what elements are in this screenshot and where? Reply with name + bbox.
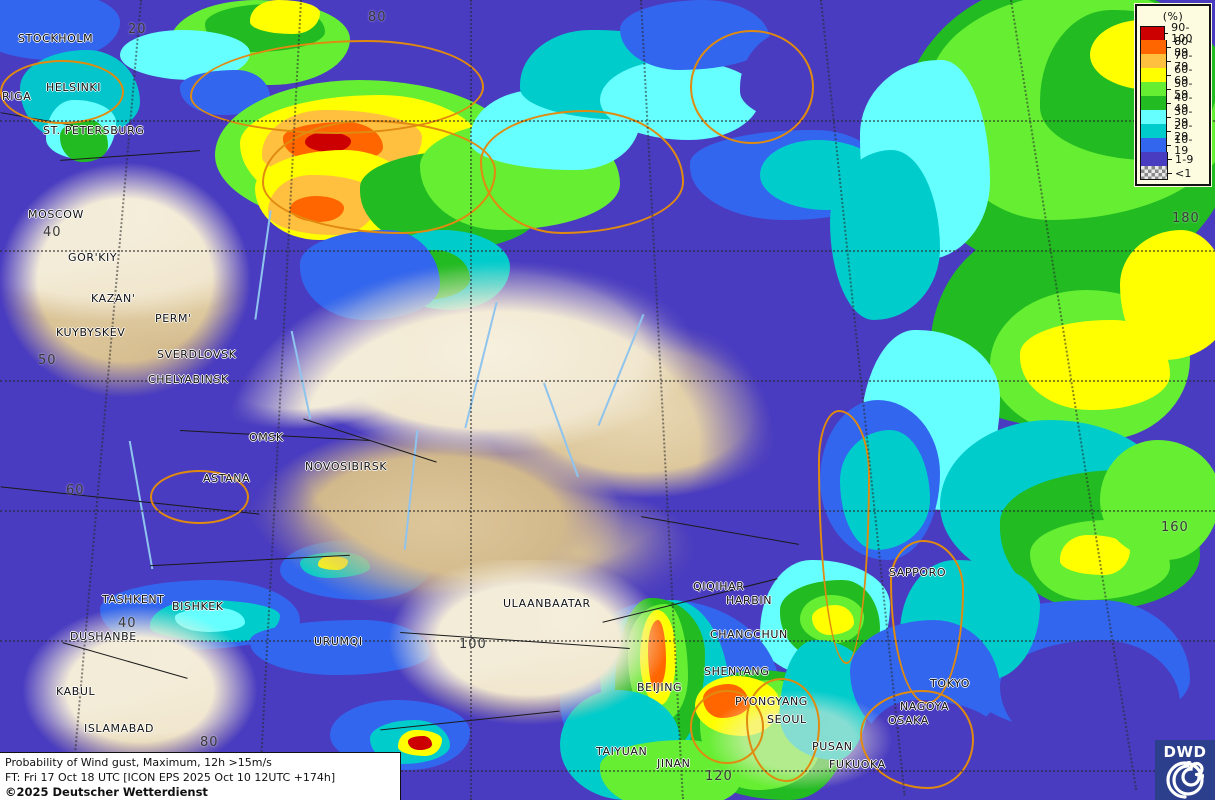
legend-tick [1167, 116, 1172, 118]
legend-swatch [1140, 166, 1168, 180]
legend-tick [1167, 130, 1172, 132]
dwd-spiral-icon [1155, 761, 1215, 799]
terrain-layer [380, 560, 710, 760]
caption-forecast-time: FT: Fri 17 Oct 18 UTC [ICON EPS 2025 Oct… [5, 771, 336, 784]
legend-panel: (%) 90-100 80-89 70-79 60-69 50-59 40-49 30-39… [1135, 4, 1211, 186]
legend-label: 40-49 [1174, 91, 1193, 115]
legend-row: 90-100 [1140, 22, 1206, 44]
field-patch [250, 0, 320, 34]
legend-swatch [1140, 124, 1168, 138]
field-patch [830, 150, 940, 320]
graticule-label: 20 [128, 22, 147, 37]
legend-swatch [1140, 138, 1168, 152]
legend-row: 50-59 [1140, 78, 1206, 100]
caption-box: Probability of Wind gust, Maximum, 12h >… [0, 752, 401, 800]
legend-swatch [1140, 54, 1168, 68]
dwd-logo-text: DWD [1163, 743, 1207, 761]
coastline [150, 470, 249, 524]
caption-copyright: ©2025 Deutscher Wetterdienst [5, 785, 208, 799]
graticule-label: 80 [200, 735, 219, 750]
legend-label: 20-29 [1174, 119, 1193, 143]
legend-row: 1-9 [1140, 152, 1206, 166]
graticule-label: 120 [705, 769, 733, 784]
legend-row: 70-79 [1140, 50, 1206, 72]
graticule-line [0, 640, 1215, 642]
legend-tick [1167, 88, 1172, 90]
legend-swatch [1140, 68, 1168, 82]
legend-tick [1167, 74, 1172, 76]
legend-label: 30-39 [1174, 105, 1193, 129]
legend-label: 10-19 [1174, 133, 1193, 157]
graticule-label: 180 [1172, 211, 1200, 226]
graticule-label: 80 [368, 10, 387, 25]
legend-tick [1167, 144, 1172, 146]
legend-swatch [1140, 82, 1168, 96]
coastline [690, 30, 814, 144]
legend-row: <1 [1140, 166, 1206, 180]
legend-label: 70-79 [1174, 49, 1193, 73]
legend-label: 50-59 [1174, 77, 1193, 101]
legend-row: 60-69 [1140, 64, 1206, 86]
legend-tick [1167, 46, 1172, 48]
graticule-line [0, 120, 1215, 122]
legend-tick [1168, 172, 1172, 174]
graticule-line [470, 0, 472, 800]
legend-row: 30-39 [1140, 106, 1206, 128]
legend-swatch [1140, 26, 1165, 40]
legend-row: 80-89 [1140, 36, 1206, 58]
legend-tick [1167, 102, 1172, 104]
legend-label: <1 [1175, 166, 1192, 180]
legend-rows: 90-100 80-89 70-79 60-69 50-59 40-49 30-39 20-2… [1140, 22, 1206, 180]
legend-label: 60-69 [1174, 63, 1193, 87]
graticule-line [0, 770, 1215, 772]
graticule-line [0, 510, 1215, 512]
graticule-line [0, 250, 1215, 252]
legend-label: 80-89 [1174, 35, 1193, 59]
graticule-line [0, 380, 1215, 382]
coastline [480, 110, 684, 234]
coastline [860, 690, 974, 789]
legend-swatch [1140, 96, 1168, 110]
coastline [0, 60, 124, 124]
legend-tick [1167, 60, 1172, 62]
caption-parameter: Probability of Wind gust, Maximum, 12h >… [5, 756, 272, 769]
legend-row: 40-49 [1140, 92, 1206, 114]
field-patch [1100, 440, 1215, 560]
graticule-label: 160 [1161, 520, 1189, 535]
legend-tick [1164, 32, 1169, 34]
legend-label: 90-100 [1171, 21, 1193, 45]
field-patch [1000, 640, 1180, 750]
legend-swatch [1140, 110, 1168, 124]
graticule-label: 100 [459, 637, 487, 652]
legend-label: 1-9 [1175, 152, 1194, 166]
legend-title: (%) [1162, 10, 1184, 23]
graticule-label: 40 [118, 616, 137, 631]
coastline [262, 120, 496, 234]
graticule-label: 40 [43, 225, 62, 240]
legend-swatch [1140, 40, 1168, 54]
graticule-label: 50 [38, 353, 57, 368]
legend-row: 10-19 [1140, 134, 1206, 156]
dwd-logo: DWD [1155, 740, 1215, 800]
terrain-layer [0, 140, 260, 420]
legend-swatch [1140, 152, 1168, 166]
coastline [690, 690, 764, 764]
legend-row: 20-29 [1140, 120, 1206, 142]
legend-tick [1168, 158, 1172, 160]
graticule-label: 60 [66, 483, 85, 498]
